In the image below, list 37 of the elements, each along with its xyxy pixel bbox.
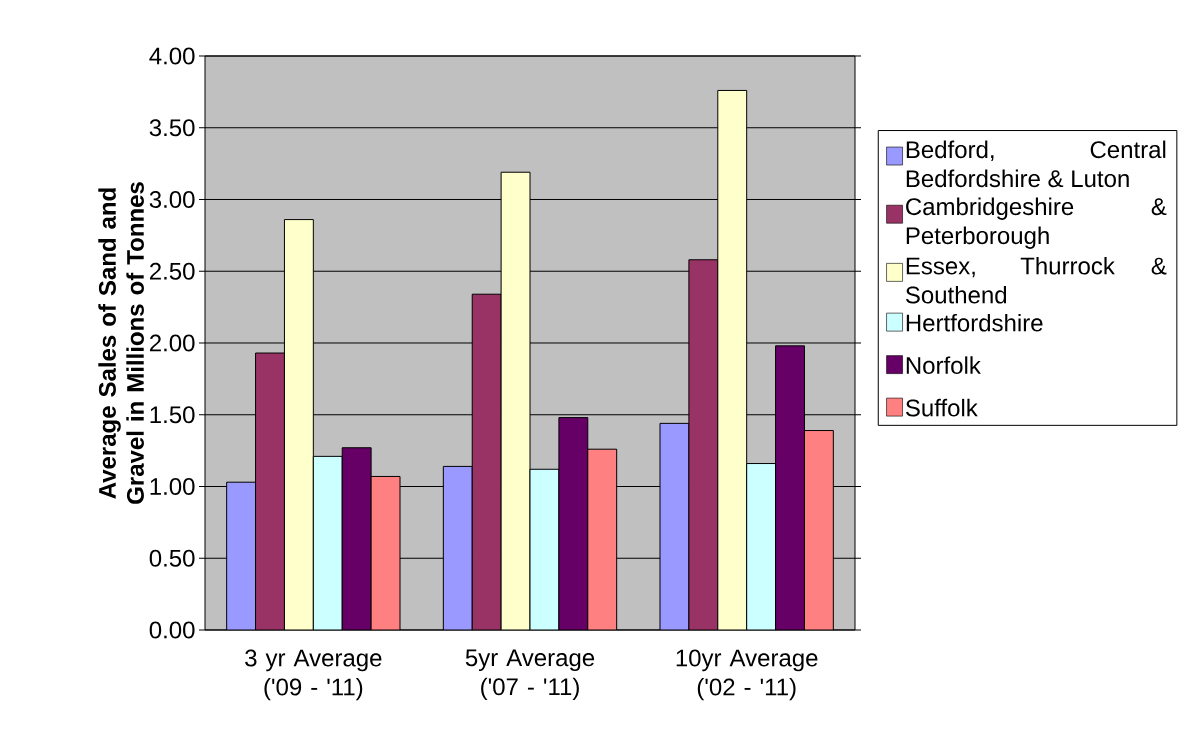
bar <box>255 352 285 630</box>
bar <box>283 219 314 630</box>
y-tick-label: 2.50 <box>149 262 195 280</box>
bar <box>442 465 473 630</box>
legend-label: Bedford, Central Bedfordshire & Luton <box>906 140 1166 188</box>
bar <box>587 448 618 630</box>
bar <box>500 171 531 630</box>
legend-label: Norfolk <box>906 356 981 374</box>
bar <box>312 455 343 630</box>
legend-label: Essex, Thurrock & Southend <box>905 256 1167 304</box>
y-tick-label: 1.50 <box>150 406 195 424</box>
bar <box>746 463 777 630</box>
bar <box>558 417 589 630</box>
y-tick-label: 4.00 <box>149 47 195 65</box>
y-tick-label: 1.00 <box>150 477 195 495</box>
legend-label: Hertfordshire <box>906 313 1043 332</box>
legend-label: Suffolk <box>905 398 978 417</box>
bar <box>370 475 401 630</box>
y-tick-label: 2.00 <box>149 334 195 352</box>
y-tick-label: 0.00 <box>149 621 195 639</box>
y-tick-label: 3.00 <box>149 190 195 208</box>
bar <box>803 430 834 630</box>
bar <box>717 89 748 630</box>
x-tick-label: 10yr Average ('02 - '11) <box>676 649 818 701</box>
bar <box>341 447 372 630</box>
y-axis-title: Average Sales of Sand and Gravel in Millions of Tonnes <box>98 182 144 504</box>
bar <box>659 422 690 630</box>
bar <box>471 293 502 630</box>
bar <box>775 345 805 630</box>
bar <box>226 481 257 630</box>
y-tick-label: 0.50 <box>149 549 195 567</box>
bar <box>688 259 719 630</box>
x-tick-label: 3 yr Average ('09 - '11) <box>245 649 382 701</box>
y-tick-label: 3.50 <box>149 119 195 137</box>
bar <box>529 468 560 630</box>
legend-label: Cambridgeshire & Peterborough <box>906 197 1167 249</box>
x-tick-label: 5yr Average ('07 - '11) <box>465 649 595 700</box>
